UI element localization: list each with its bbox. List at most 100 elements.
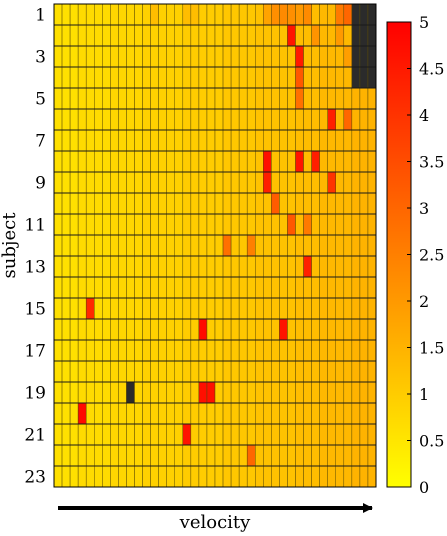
heatmap-cell: [158, 87, 167, 110]
heatmap-cell: [238, 171, 248, 194]
heatmap-cell: [110, 213, 119, 236]
heatmap-cell: [359, 87, 369, 110]
heatmap-cell: [206, 213, 216, 236]
colorbar-tick-label: 5: [419, 13, 429, 32]
heatmap-cell: [69, 150, 79, 173]
heatmap-cell: [166, 360, 175, 383]
heatmap-cell: [85, 276, 95, 299]
heatmap-cell: [61, 213, 71, 236]
y-tick-label: 23: [24, 468, 46, 488]
heatmap-cell: [303, 339, 312, 362]
heatmap-cell: [222, 318, 232, 341]
heatmap-cell: [126, 150, 135, 173]
heatmap-cell: [246, 276, 256, 299]
heatmap-cell: [246, 234, 256, 257]
heatmap-cell: [69, 3, 79, 26]
heatmap-cell-missing: [359, 45, 369, 68]
heatmap-cell: [279, 360, 288, 383]
heatmap-cell: [214, 297, 224, 320]
y-axis-label: subject: [0, 212, 20, 279]
heatmap-cell: [85, 66, 95, 89]
heatmap-cell: [319, 66, 328, 89]
heatmap-cell: [61, 66, 71, 89]
heatmap-cell: [311, 444, 320, 467]
heatmap-cell: [335, 3, 345, 26]
heatmap-cell: [85, 108, 95, 131]
heatmap-cell: [77, 360, 87, 383]
heatmap-cell: [182, 444, 192, 467]
heatmap-cell: [158, 213, 167, 236]
heatmap-cell: [214, 213, 224, 236]
heatmap-cell: [77, 108, 87, 131]
heatmap-cell: [61, 24, 71, 47]
heatmap-cell: [359, 234, 369, 257]
heatmap-cell: [61, 108, 71, 131]
heatmap-cell: [287, 297, 296, 320]
heatmap-cell: [303, 423, 312, 446]
heatmap-cell: [319, 3, 328, 26]
heatmap-cell: [182, 276, 192, 299]
heatmap-cell: [279, 255, 288, 278]
heatmap-cell: [263, 150, 272, 173]
heatmap-cell: [303, 255, 312, 278]
heatmap-cell: [53, 87, 63, 110]
heatmap-cell: [271, 276, 280, 299]
heatmap-cell: [182, 129, 192, 152]
heatmap-cell: [77, 423, 87, 446]
heatmap-cell: [110, 3, 119, 26]
heatmap-cell: [303, 318, 312, 341]
heatmap-cell: [271, 45, 280, 68]
heatmap-cell: [142, 339, 151, 362]
heatmap-cell: [271, 318, 280, 341]
heatmap-cell: [110, 360, 119, 383]
heatmap-cell: [142, 24, 151, 47]
heatmap-cell: [230, 423, 240, 446]
heatmap-cell: [359, 213, 369, 236]
heatmap-cell: [263, 129, 272, 152]
heatmap-cell: [150, 360, 159, 383]
heatmap-cell: [222, 297, 232, 320]
heatmap-cell: [367, 108, 377, 131]
heatmap-cell: [94, 339, 103, 362]
heatmap-cell: [174, 465, 184, 488]
heatmap-cell: [198, 402, 208, 425]
heatmap-cell: [351, 465, 361, 488]
heatmap-cell: [190, 360, 200, 383]
heatmap-cell: [255, 129, 264, 152]
heatmap-cell: [126, 192, 135, 215]
heatmap-cell: [142, 381, 151, 404]
heatmap-cell: [110, 255, 119, 278]
heatmap-cell: [319, 402, 328, 425]
heatmap-cell: [142, 66, 151, 89]
heatmap-cell: [319, 129, 328, 152]
heatmap-cell: [142, 192, 151, 215]
heatmap-cell: [53, 276, 63, 299]
heatmap-cell: [271, 108, 280, 131]
heatmap-cell: [343, 108, 353, 131]
heatmap-cell: [77, 24, 87, 47]
heatmap-cell: [69, 108, 79, 131]
heatmap-cell: [271, 150, 280, 173]
heatmap-cell: [255, 255, 264, 278]
heatmap-cell: [77, 465, 87, 488]
heatmap-cell: [303, 108, 312, 131]
heatmap-cell: [134, 87, 143, 110]
heatmap-cell: [174, 339, 184, 362]
heatmap-cell: [102, 150, 111, 173]
heatmap-cell: [230, 24, 240, 47]
heatmap-cell: [166, 465, 175, 488]
heatmap-cell: [110, 24, 119, 47]
heatmap-cell: [343, 192, 353, 215]
heatmap-cell: [230, 255, 240, 278]
heatmap-cell: [214, 360, 224, 383]
heatmap-cell: [263, 87, 272, 110]
heatmap-cell: [174, 66, 184, 89]
heatmap-cell: [142, 45, 151, 68]
heatmap-cell: [134, 129, 143, 152]
heatmap-cell: [53, 24, 63, 47]
heatmap-cell: [190, 276, 200, 299]
heatmap-cell: [118, 318, 127, 341]
heatmap-cell: [69, 423, 79, 446]
heatmap-cell: [94, 213, 103, 236]
heatmap-cell: [110, 381, 119, 404]
